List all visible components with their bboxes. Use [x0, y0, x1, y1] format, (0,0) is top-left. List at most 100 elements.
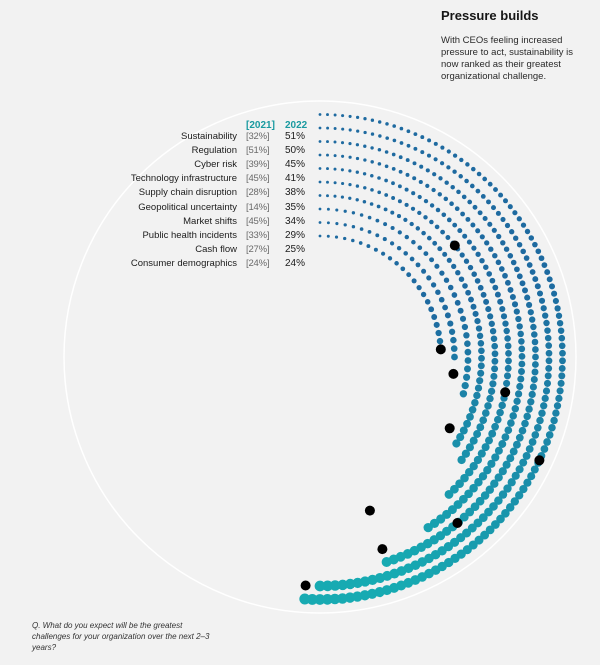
data-dot: [477, 210, 483, 216]
data-dot: [518, 426, 527, 435]
data-dot: [355, 143, 360, 147]
prev-year-marker: [377, 544, 388, 555]
data-dot: [426, 275, 432, 281]
prev-year-value: [32%]: [246, 131, 270, 142]
data-dot: [363, 144, 367, 148]
data-dot: [491, 422, 499, 431]
data-dot: [326, 140, 329, 144]
data-dot: [496, 233, 502, 240]
data-dot: [463, 373, 471, 381]
data-dot: [456, 433, 465, 442]
data-dot: [458, 276, 465, 282]
data-dot: [465, 162, 470, 167]
data-dot: [505, 350, 512, 357]
data-dot: [517, 375, 525, 383]
data-dot: [370, 118, 375, 122]
data-dot: [548, 423, 556, 432]
data-dot: [389, 241, 395, 246]
data-dot: [503, 372, 512, 380]
data-dot: [373, 247, 378, 252]
data-dot: [318, 167, 322, 170]
header: Pressure builds With CEOs feeling increa…: [441, 8, 591, 83]
data-dot: [326, 221, 330, 225]
data-dot: [476, 377, 484, 385]
data-dot: [511, 301, 519, 308]
data-dot: [446, 149, 451, 154]
data-dot: [500, 216, 506, 222]
data-dot: [451, 263, 457, 270]
data-dot: [452, 222, 458, 228]
data-dot: [507, 478, 516, 487]
data-dot: [467, 264, 474, 271]
data-dot: [472, 310, 479, 317]
data-dot: [482, 215, 488, 222]
data-dot: [431, 187, 436, 193]
data-dot: [527, 309, 534, 316]
data-dot: [394, 261, 399, 266]
data-dot: [469, 436, 478, 445]
data-dot: [318, 153, 322, 157]
data-dot: [366, 244, 371, 249]
data-dot: [318, 180, 322, 184]
data-dot: [348, 128, 352, 132]
data-dot: [363, 130, 367, 135]
data-dot: [499, 305, 506, 313]
data-dot: [531, 361, 539, 368]
data-dot: [464, 340, 471, 347]
data-dot: [479, 234, 485, 240]
data-dot: [459, 390, 468, 398]
prev-year-marker: [449, 240, 460, 251]
data-dot: [487, 387, 496, 395]
data-dot: [504, 342, 512, 350]
data-dot: [457, 307, 464, 314]
data-dot: [490, 479, 499, 488]
data-dot: [505, 503, 515, 512]
data-dot: [381, 557, 392, 567]
data-dot: [447, 320, 454, 327]
outer-ring: [63, 100, 577, 614]
data-dot: [490, 335, 498, 342]
data-dot: [507, 419, 515, 427]
data-dot: [487, 313, 494, 320]
data-dot: [518, 338, 525, 345]
cur-year-value: 29%: [285, 229, 306, 241]
data-dot: [362, 199, 367, 204]
data-dot: [538, 409, 546, 417]
data-dot: [413, 146, 418, 151]
data-dot: [530, 375, 538, 384]
data-dot: [495, 259, 502, 266]
category-label: Sustainability: [181, 131, 237, 142]
data-dot: [451, 353, 458, 361]
data-dot: [378, 134, 382, 138]
data-dot: [523, 478, 532, 487]
data-dot: [503, 246, 510, 252]
data-dot: [536, 416, 544, 425]
cur-year-value: 34%: [285, 215, 306, 227]
data-dot: [415, 262, 421, 268]
prev-year-marker: [448, 368, 459, 379]
data-dot: [552, 409, 560, 417]
data-dot: [498, 192, 504, 198]
category-row: Sustainability [32%] 51%: [0, 130, 600, 144]
data-dot: [486, 394, 494, 403]
data-dot: [504, 279, 511, 286]
data-dot: [542, 312, 549, 319]
data-dot: [555, 312, 563, 319]
category-row: Cyber risk [39%] 45%: [0, 158, 600, 172]
prev-year-value: [14%]: [246, 201, 270, 213]
data-dot: [423, 251, 429, 257]
data-dot: [411, 278, 417, 284]
data-dot: [475, 188, 481, 194]
data-dot: [477, 284, 484, 291]
data-dot: [507, 253, 514, 259]
data-dot: [464, 357, 472, 364]
data-dot: [447, 284, 454, 291]
data-dot: [550, 416, 558, 425]
cur-year-value: 51%: [285, 131, 306, 142]
data-dot: [503, 327, 510, 335]
data-dot: [519, 458, 528, 467]
data-dot: [433, 321, 440, 328]
data-dot: [337, 579, 348, 591]
data-dot: [489, 502, 498, 511]
data-dot: [417, 210, 422, 216]
